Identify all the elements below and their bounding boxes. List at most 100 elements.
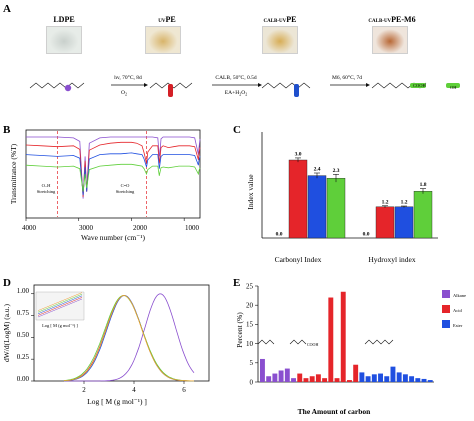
panel-c: C 0.0 0.0 3.0 1.2 2.4 1.2 2.3 1.8 Index value C… [233, 124, 438, 264]
index-value-label-g0-s3: 2.3 [333, 168, 340, 174]
chain-uv-pe-group [168, 84, 173, 97]
carbon-y-tick-label-15: 15 [246, 321, 254, 329]
co-stretch-line1: C=O [121, 183, 131, 188]
carbon-bar-25 [415, 378, 421, 382]
ftir-plot-area [25, 131, 201, 221]
index-value-label-g1-s3: 1.8 [420, 182, 427, 188]
chain-calb-uv-pe [261, 82, 311, 89]
gpc-y-tick-1.00: 1.00 [17, 287, 30, 295]
step-2-reagent-a: EA+H [225, 90, 239, 96]
chain-pe-m6-group-2 [446, 83, 460, 88]
sample-photo-calb-uv-pe [262, 26, 298, 54]
sample-sup-uv: UV [158, 19, 166, 24]
sample-label-pe-m6: CALB-UVPE-M6 [368, 15, 415, 24]
carbon-bar-9 [315, 374, 321, 382]
ftir-series-3 [25, 163, 201, 192]
step-2-reagent-sub: 2 [239, 92, 241, 97]
sample-photo-pe-m6 [372, 26, 408, 54]
legend-swatch-acid [442, 305, 450, 313]
index-x-label-hydroxyl: Hydroxyl index [368, 255, 416, 264]
step-2-arrowhead [258, 83, 262, 87]
index-y-axis-label: Index value [246, 174, 255, 210]
index-bar-g0-s2 [307, 175, 327, 239]
carbon-bar-18 [371, 374, 377, 382]
sample-photo-ldpe [46, 26, 82, 54]
acid-structure-icon [289, 339, 307, 345]
sample-label-ldpe: LDPE [53, 15, 74, 24]
sample-photo-uv-pe [145, 26, 181, 54]
step-3-condition: M6, 60°C, 7d [332, 74, 362, 81]
carbon-bar-11 [328, 297, 334, 382]
index-value-label-g0-s2: 2.4 [314, 167, 321, 173]
sample-label-pe-m6-main: PE-M6 [391, 15, 415, 24]
index-bar-g0-s3 [326, 177, 346, 239]
index-bar-g1-s3 [413, 190, 433, 239]
carbon-bar-17 [365, 376, 371, 382]
legend-label-ester: Ester [453, 323, 463, 328]
gpc-y-axis-label: dW/d(LogM) (a.u.) [2, 303, 11, 362]
carbon-bar-14 [347, 380, 352, 382]
oh-stretch-line2: Stretching [37, 189, 56, 194]
panel-d-letter: D [3, 277, 11, 289]
carbon-bar-15 [353, 364, 359, 382]
gpc-x-tick-2: 2 [82, 386, 86, 394]
index-bar-g1-s1 [375, 206, 395, 239]
sample-sup-calb-uv: CALB-UV [263, 19, 286, 24]
panel-e-letter: E [233, 277, 240, 289]
carbon-y-tick-label-25: 25 [246, 282, 254, 290]
step-1-reagent-o: O [121, 90, 125, 96]
carbon-bar-6 [297, 373, 303, 382]
index-x-label-carbonyl: Carbonyl Index [275, 255, 322, 264]
gpc-x-tick-6: 6 [182, 386, 186, 394]
carbon-y-tick-label-5: 5 [250, 359, 254, 367]
index-value-label-g1-s2: 1.2 [401, 200, 408, 206]
gpc-inset-series-0 [37, 298, 83, 318]
sample-sup-calb-uv-2: CALB-UV [368, 19, 391, 24]
index-value-label-g1-s1: 1.2 [382, 199, 389, 205]
gpc-y-tick-0.75: 0.75 [17, 309, 30, 317]
step-1-condition: hv, 70°C, 8d [114, 74, 142, 81]
carbon-bar-1 [266, 376, 272, 382]
step-2-reagent-b: O [241, 90, 245, 96]
step-2-reagent-sub2: 2 [245, 92, 247, 97]
ftir-x-tick-3000: 3000 [79, 224, 94, 232]
sample-label-calb-uv-pe: CALB-UVPE [263, 15, 296, 24]
chain-ldpe [29, 82, 85, 89]
panel-a: A LDPE UVPE CALB-UVPE CALB-UVPE-M6 hv, 7… [3, 3, 460, 97]
carbon-bar-4 [284, 368, 290, 382]
step-1-reagent: O2 [121, 90, 127, 97]
panel-c-letter: C [233, 124, 241, 136]
gpc-inset-series-3 [37, 293, 83, 313]
carbon-bar-27 [427, 380, 433, 382]
carbon-y-tick-label-20: 20 [246, 302, 254, 310]
carbon-bar-20 [384, 376, 390, 382]
group-label-oh: OH [450, 85, 457, 90]
carbon-bar-26 [421, 378, 427, 382]
gpc-inset-x-label: Log [ M (g mol⁻¹) ] [42, 323, 78, 328]
gpc-x-tick-4: 4 [132, 386, 136, 394]
ftir-x-tick-1000: 1000 [185, 224, 200, 232]
oh-stretch-line1: O–H [42, 183, 51, 188]
ftir-y-axis-label: Transmittance (%T) [9, 143, 18, 204]
sample-label-calb-uv-pe-main: PE [286, 15, 296, 24]
index-value-label-g0-s0: 0.0 [276, 232, 283, 238]
panel-b-letter: B [3, 124, 11, 136]
gpc-series-0 [64, 293, 195, 382]
carbon-x-axis-label: The Amount of carbon [298, 407, 372, 416]
polymer-chain-schemes [29, 82, 460, 97]
step-3-arrowhead [366, 83, 370, 87]
carbon-bar-2 [272, 373, 278, 382]
chain-calb-uv-pe-group [294, 84, 299, 97]
carbon-bar-10 [322, 378, 328, 382]
gpc-inset-series-4 [37, 292, 83, 311]
alkane-structure-icon [257, 339, 275, 345]
gpc-plot-frame [33, 284, 210, 382]
carbon-y-tick-label-10: 10 [246, 340, 254, 348]
co-stretch-line2: Stretching [116, 189, 135, 194]
gpc-y-tick-0.50: 0.50 [17, 331, 30, 339]
index-value-label-g0-s1: 3.0 [295, 151, 302, 157]
gpc-plot-area [31, 284, 210, 384]
panel-e: E 0 5 10 15 20 25 Percent (%) The Amount of c… [233, 277, 466, 416]
carbon-bar-3 [278, 370, 284, 382]
